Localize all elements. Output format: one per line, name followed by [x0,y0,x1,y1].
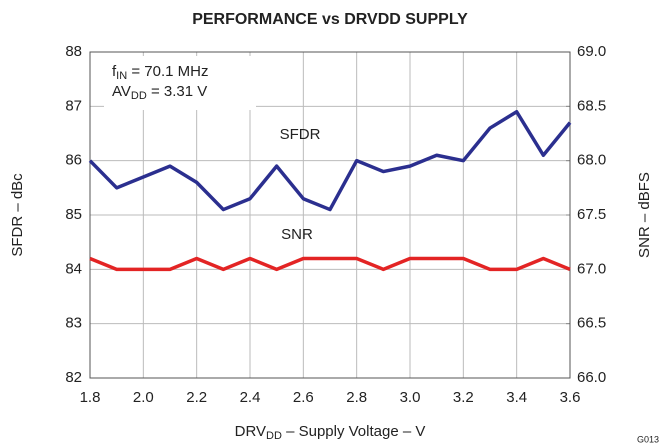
y-tick-label: 87 [65,97,82,114]
x-tick-label: 2.6 [293,389,314,406]
chart-title: PERFORMANCE vs DRVDD SUPPLY [192,11,468,28]
series-line [88,110,572,212]
y-tick-label: 84 [65,260,82,277]
series-label: SNR [281,226,313,243]
x-axis-label-part: – Supply Voltage – V [282,423,425,440]
y2-tick-label: 68.0 [577,152,606,169]
x-tick-label: 1.8 [80,389,101,406]
annotation-part: = 70.1 MHz [127,63,208,80]
x-tick-label: 3.6 [560,389,581,406]
annotation-box [104,56,256,110]
series-label: SFDR [280,126,321,143]
annotation: AVDD = 3.31 V [112,83,207,102]
y-tick-label: 85 [65,206,82,223]
y-tick-label: 83 [65,315,82,332]
y2-tick-label: 67.5 [577,206,606,223]
figure-id: G013 [637,434,659,444]
y2-tick-label: 69.0 [577,43,606,60]
series-line [89,256,571,272]
annotation-part: f [112,63,117,80]
x-tick-label: 3.2 [453,389,474,406]
y2-tick-label: 66.0 [577,369,606,386]
annotation: fIN = 70.1 MHz [112,63,208,82]
y2-tick-label: 66.5 [577,315,606,332]
y-axis-label: SFDR – dBc [9,173,26,257]
y2-tick-label: 68.5 [577,97,606,114]
x-tick-label: 2.8 [346,389,367,406]
x-axis-label-part: DRV [235,423,266,440]
y-tick-label: 86 [65,152,82,169]
annotation-part: = 3.31 V [147,83,207,100]
plot-frame [89,51,571,379]
x-tick-label: 2.4 [240,389,261,406]
y2-tick-label: 67.0 [577,260,606,277]
x-axis-label-part: DD [266,430,282,442]
annotation-part: AV [112,83,131,100]
x-tick-label: 3.4 [506,389,527,406]
x-axis-label: DRVDD – Supply Voltage – V [235,423,426,442]
y2-axis-label: SNR – dBFS [636,172,653,258]
y-tick-label: 88 [65,43,82,60]
x-tick-label: 3.0 [400,389,421,406]
y-tick-label: 82 [65,369,82,386]
annotation-part: DD [131,90,147,102]
x-tick-label: 2.0 [133,389,154,406]
x-tick-label: 2.2 [186,389,207,406]
annotation-part: IN [116,70,127,82]
